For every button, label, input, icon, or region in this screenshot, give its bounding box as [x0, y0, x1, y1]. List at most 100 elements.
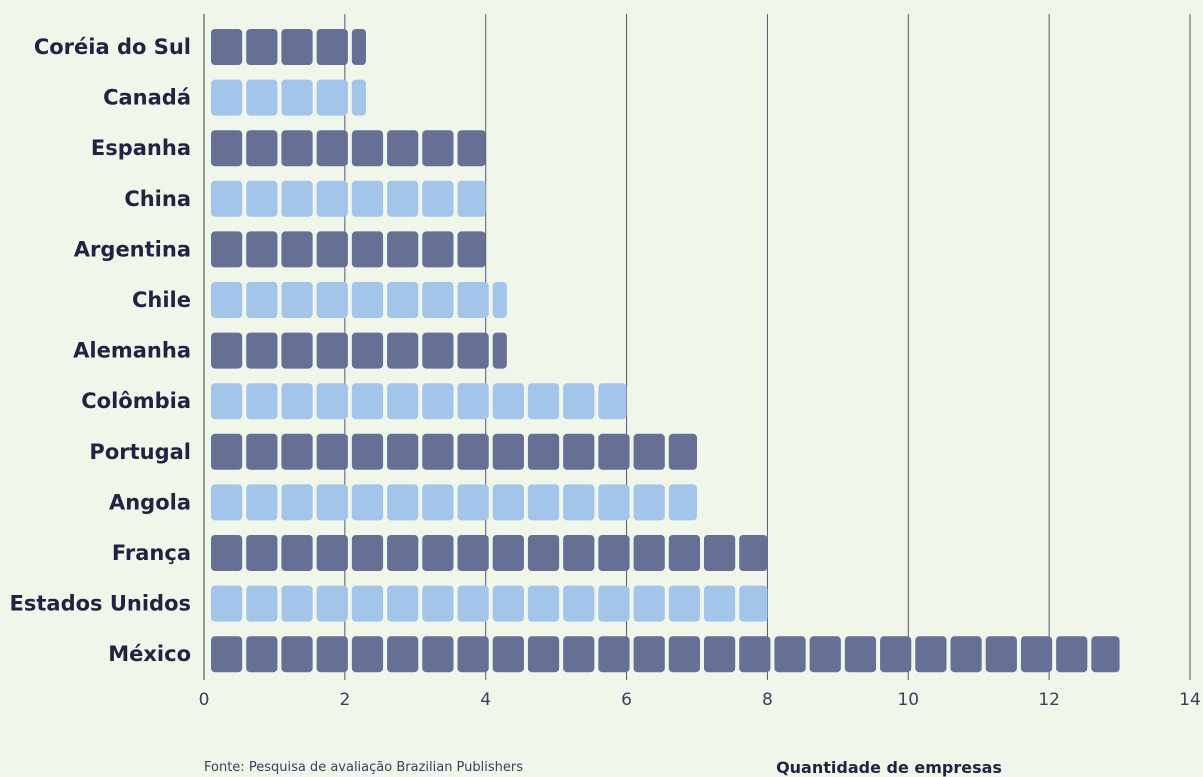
bar-segment	[668, 585, 700, 622]
bar-segment	[844, 636, 877, 673]
category-label: Angola	[109, 490, 191, 514]
bar-segment	[668, 535, 700, 571]
bar-segment	[351, 636, 384, 673]
bar-segment	[527, 636, 560, 673]
bar-segment	[422, 585, 454, 622]
bar-segment	[915, 636, 947, 673]
bar-segment	[387, 383, 419, 420]
bar-segment	[351, 585, 384, 622]
bar-segment	[211, 585, 243, 622]
bar-segment	[246, 535, 278, 571]
bar-segment	[492, 383, 524, 420]
bar-segment	[527, 484, 560, 521]
bar-segment	[457, 535, 489, 571]
bar-segment	[211, 29, 243, 65]
bar-segment	[492, 433, 524, 470]
bar-segment	[281, 484, 313, 521]
bar-segment	[422, 332, 454, 369]
bar-segment	[457, 383, 489, 420]
bar-segment	[704, 535, 736, 571]
bar-segment	[457, 433, 489, 470]
bar-segment	[422, 535, 454, 571]
bar-segment	[633, 585, 665, 622]
bar	[211, 585, 768, 622]
bar-segment	[246, 383, 278, 420]
bar-segment	[281, 433, 313, 470]
bar	[211, 79, 366, 116]
category-label: Colômbia	[81, 389, 191, 413]
bar-segment	[457, 282, 489, 318]
bar-segment	[527, 535, 560, 571]
x-tick-label: 10	[897, 690, 919, 710]
category-label: Chile	[132, 288, 191, 312]
bar-segment	[316, 383, 348, 420]
bar	[211, 282, 507, 318]
bar	[211, 383, 627, 420]
bar-segment	[211, 535, 243, 571]
bar-segment	[422, 282, 454, 318]
bar-segment	[316, 180, 348, 217]
bar-segment	[246, 231, 278, 268]
category-labels: Coréia do Sul Canadá Espanha China Argentina…	[10, 35, 191, 666]
x-tick-label: 8	[762, 690, 773, 710]
bar-segment	[281, 29, 313, 65]
bar-segment	[211, 484, 243, 521]
bar-segment	[1091, 636, 1120, 673]
bar-segment	[246, 79, 278, 116]
bar-segment	[492, 585, 524, 622]
bar-segment	[246, 433, 278, 470]
bar	[211, 535, 768, 571]
bar-segment	[422, 433, 454, 470]
x-tick-label: 4	[480, 690, 491, 710]
bar-segment	[668, 484, 697, 521]
category-label: Canadá	[103, 86, 191, 110]
bar-segment	[281, 180, 313, 217]
bar-segment	[387, 585, 419, 622]
x-tick-label: 0	[199, 690, 210, 710]
bar	[211, 180, 486, 217]
bar-segment	[211, 79, 243, 116]
bar-segment	[422, 383, 454, 420]
x-tick-label: 12	[1038, 690, 1060, 710]
bar-segment	[457, 332, 489, 369]
bar	[211, 130, 486, 167]
bar-segment	[211, 433, 243, 470]
bar-segment	[1020, 636, 1053, 673]
bar-segment	[281, 585, 313, 622]
bar-segment	[281, 79, 313, 116]
bar-segment	[246, 332, 278, 369]
bar-segment	[316, 585, 348, 622]
bar-segment	[351, 130, 384, 167]
category-label: China	[124, 187, 191, 211]
bar-segment	[563, 636, 595, 673]
bar-segment	[246, 282, 278, 318]
bar	[211, 332, 507, 369]
bar-segment	[880, 636, 912, 673]
bar-segment	[351, 383, 384, 420]
bar-segment	[351, 535, 384, 571]
x-tick-label: 14	[1179, 690, 1201, 710]
bar-segment	[633, 433, 665, 470]
bar-segment	[739, 636, 771, 673]
bar-segment	[563, 383, 595, 420]
category-label: Argentina	[74, 237, 191, 261]
bar-segment	[316, 79, 348, 116]
bar-segment	[492, 332, 507, 369]
bar-segment	[387, 484, 419, 521]
bar-segment	[492, 636, 524, 673]
bar-segment	[492, 484, 524, 521]
bar-segment	[598, 636, 630, 673]
bar-segment	[281, 636, 313, 673]
bar-segment	[246, 585, 278, 622]
bar-segment	[739, 535, 768, 571]
category-label: Alemanha	[73, 339, 191, 363]
bar-segment	[211, 332, 243, 369]
bar-segment	[457, 484, 489, 521]
bar	[211, 433, 697, 470]
bar-segment	[211, 282, 243, 318]
bar-segment	[598, 535, 630, 571]
bar-segment	[316, 433, 348, 470]
bar-segment	[246, 29, 278, 65]
category-label: México	[108, 642, 191, 666]
